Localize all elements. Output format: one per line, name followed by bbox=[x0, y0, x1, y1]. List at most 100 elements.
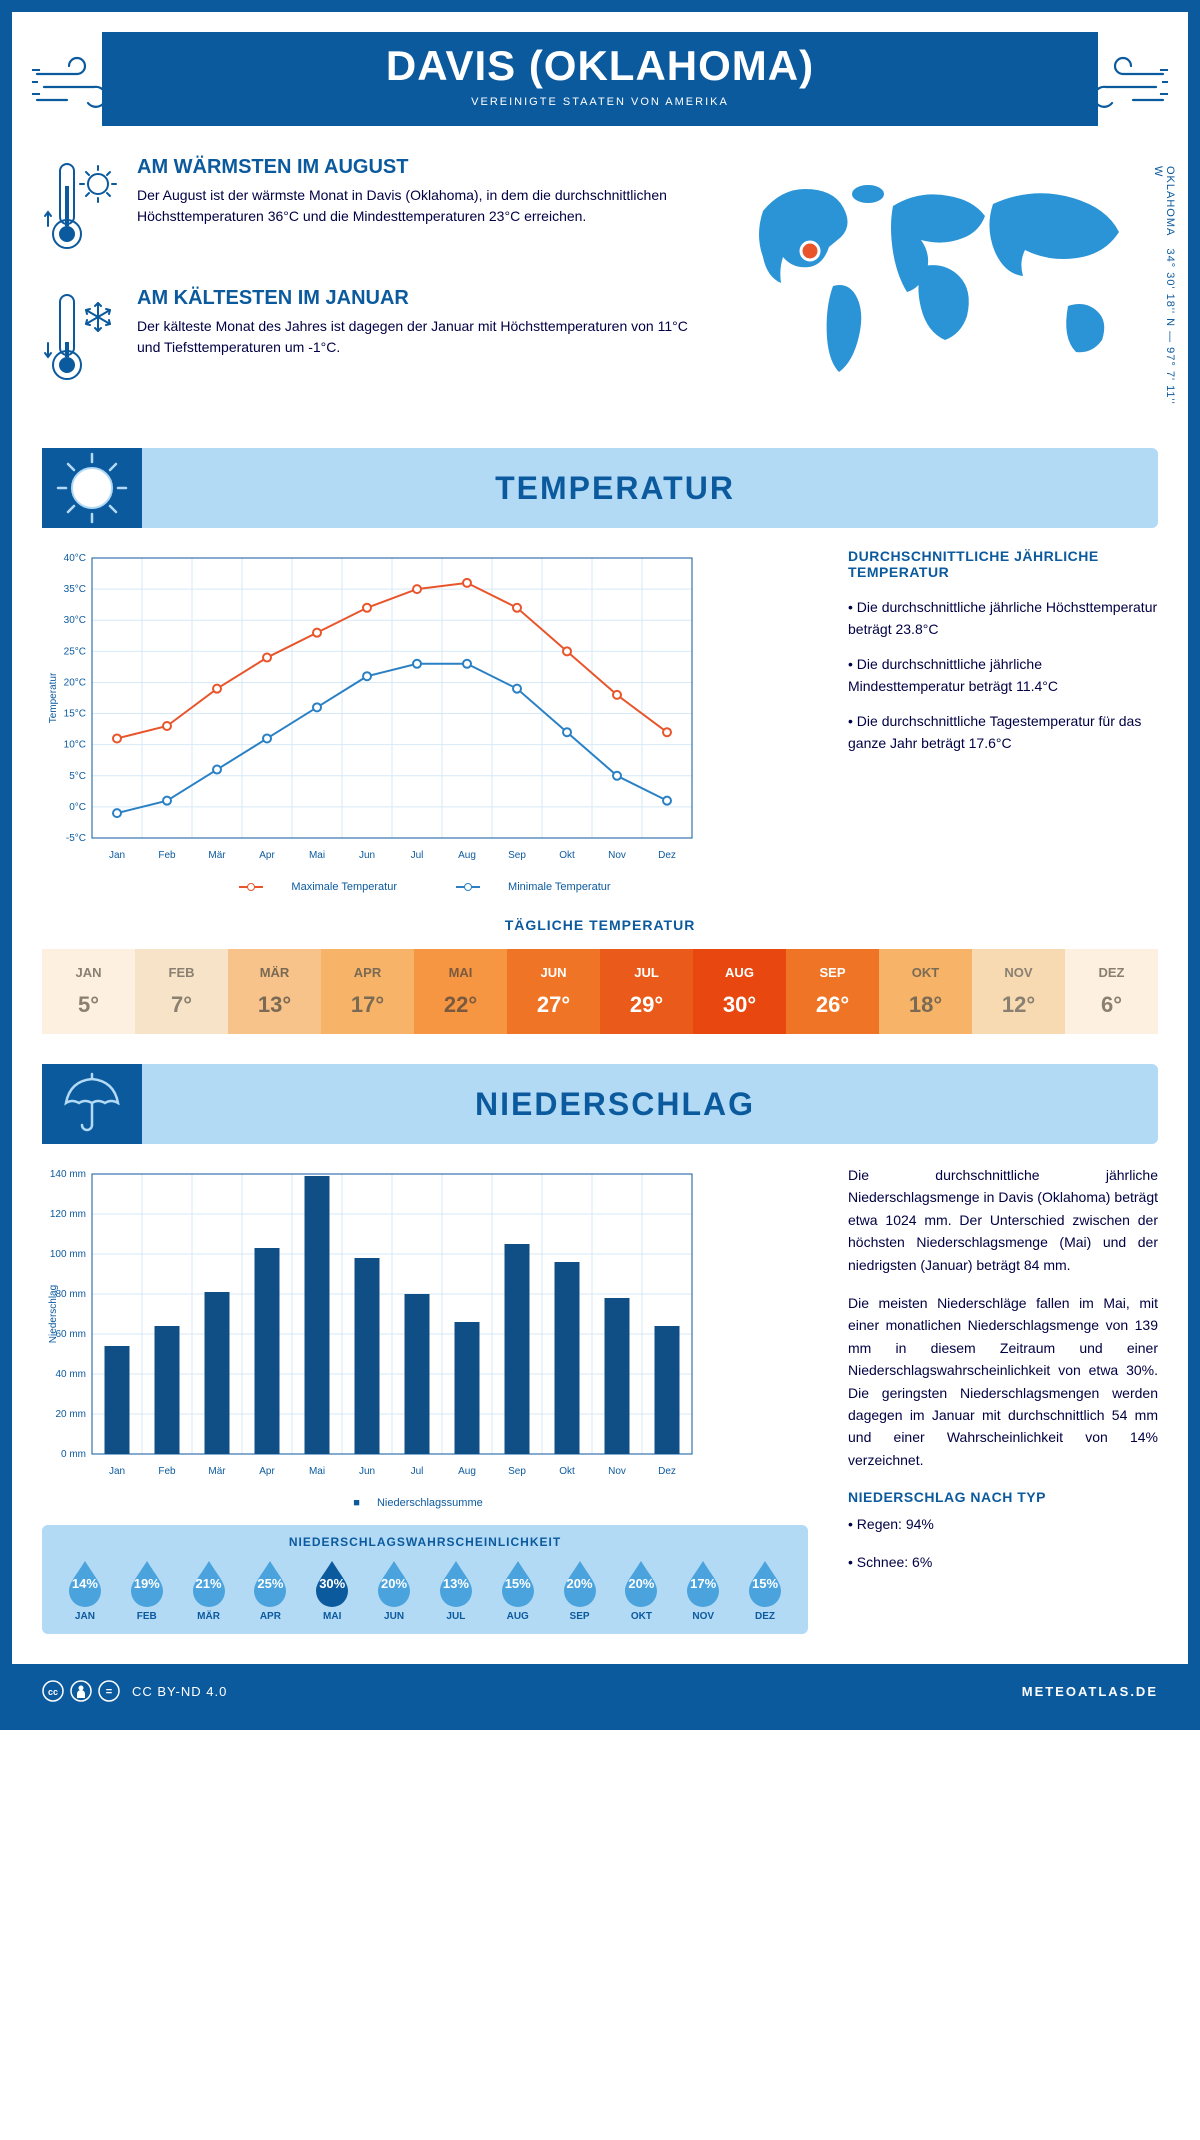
prob-heading: NIEDERSCHLAGSWAHRSCHEINLICHKEIT bbox=[54, 1535, 796, 1549]
precipitation-banner: NIEDERSCHLAG bbox=[42, 1064, 1158, 1144]
daily-temperature: TÄGLICHE TEMPERATUR JAN5°FEB7°MÄR13°APR1… bbox=[42, 917, 1158, 1034]
wind-icon bbox=[1078, 52, 1168, 127]
brand: METEOATLAS.DE bbox=[1022, 1684, 1158, 1699]
temperature-chart: -5°C0°C5°C10°C15°C20°C25°C30°C35°C40°CJa… bbox=[42, 548, 808, 893]
svg-text:Jun: Jun bbox=[359, 850, 375, 861]
svg-text:Feb: Feb bbox=[158, 1466, 176, 1477]
month-cell: MÄR13° bbox=[228, 949, 321, 1034]
precipitation-probability: NIEDERSCHLAGSWAHRSCHEINLICHKEIT 14%JAN19… bbox=[42, 1525, 808, 1634]
precipitation-legend: ■ Niederschlagssumme bbox=[42, 1497, 808, 1509]
precip-p2: Die meisten Niederschläge fallen im Mai,… bbox=[848, 1292, 1158, 1471]
svg-text:Nov: Nov bbox=[608, 1466, 626, 1477]
month-cell: MAI22° bbox=[414, 949, 507, 1034]
temp-info-heading: DURCHSCHNITTLICHE JÄHRLICHE TEMPERATUR bbox=[848, 548, 1158, 580]
svg-text:100 mm: 100 mm bbox=[50, 1249, 86, 1260]
wind-icon bbox=[32, 52, 122, 127]
hottest-text: Der August ist der wärmste Monat in Davi… bbox=[137, 185, 708, 227]
precipitation-text: Die durchschnittliche jährliche Niedersc… bbox=[848, 1164, 1158, 1634]
temperature-heading: TEMPERATUR bbox=[172, 470, 1058, 507]
temperature-info: DURCHSCHNITTLICHE JÄHRLICHE TEMPERATUR •… bbox=[848, 548, 1158, 893]
license-text: CC BY-ND 4.0 bbox=[132, 1684, 227, 1699]
svg-text:0 mm: 0 mm bbox=[61, 1449, 86, 1460]
svg-text:Jun: Jun bbox=[359, 1466, 375, 1477]
svg-text:-5°C: -5°C bbox=[66, 833, 86, 844]
svg-text:Dez: Dez bbox=[658, 850, 676, 861]
page-subtitle: VEREINIGTE STAATEN VON AMERIKA bbox=[102, 96, 1098, 108]
header: DAVIS (OKLAHOMA) VEREINIGTE STAATEN VON … bbox=[42, 32, 1158, 126]
world-map: OKLAHOMA 34° 30' 18'' N — 97° 7' 11'' W bbox=[738, 156, 1158, 418]
temperature-legend: Maximale Temperatur Minimale Temperatur bbox=[42, 881, 808, 893]
svg-text:0°C: 0°C bbox=[69, 802, 86, 813]
cc-icons: cc = bbox=[42, 1680, 120, 1702]
svg-text:Mär: Mär bbox=[208, 850, 226, 861]
svg-text:Temperatur: Temperatur bbox=[48, 672, 59, 723]
coordinates: OKLAHOMA 34° 30' 18'' N — 97° 7' 11'' W bbox=[1152, 166, 1176, 418]
svg-text:15°C: 15°C bbox=[64, 709, 86, 720]
svg-text:Okt: Okt bbox=[559, 1466, 575, 1477]
svg-text:Okt: Okt bbox=[559, 850, 575, 861]
umbrella-icon bbox=[42, 1064, 142, 1144]
svg-text:20 mm: 20 mm bbox=[55, 1409, 86, 1420]
svg-text:Sep: Sep bbox=[508, 1466, 526, 1477]
probability-drop: 21%MÄR bbox=[178, 1559, 240, 1622]
thermometer-hot-icon bbox=[42, 156, 122, 261]
page-title: DAVIS (OKLAHOMA) bbox=[102, 42, 1098, 90]
temp-info-b2: • Die durchschnittliche jährliche Mindes… bbox=[848, 653, 1158, 698]
svg-text:10°C: 10°C bbox=[64, 740, 86, 751]
svg-text:40 mm: 40 mm bbox=[55, 1369, 86, 1380]
coldest-fact: AM KÄLTESTEN IM JANUAR Der kälteste Mona… bbox=[42, 287, 708, 392]
svg-text:120 mm: 120 mm bbox=[50, 1209, 86, 1220]
precip-rain: • Regen: 94% bbox=[848, 1513, 1158, 1535]
probability-drop: 19%FEB bbox=[116, 1559, 178, 1622]
svg-text:Apr: Apr bbox=[259, 1466, 275, 1477]
svg-text:60 mm: 60 mm bbox=[55, 1329, 86, 1340]
month-cell: SEP26° bbox=[786, 949, 879, 1034]
daily-temp-heading: TÄGLICHE TEMPERATUR bbox=[42, 917, 1158, 933]
svg-text:20°C: 20°C bbox=[64, 677, 86, 688]
precip-type-heading: NIEDERSCHLAG NACH TYP bbox=[848, 1489, 1158, 1505]
month-cell: JAN5° bbox=[42, 949, 135, 1034]
svg-text:=: = bbox=[106, 1686, 112, 1698]
month-cell: NOV12° bbox=[972, 949, 1065, 1034]
probability-drop: 15%DEZ bbox=[734, 1559, 796, 1622]
precip-snow: • Schnee: 6% bbox=[848, 1551, 1158, 1573]
svg-text:Jul: Jul bbox=[411, 850, 424, 861]
probability-drop: 25%APR bbox=[239, 1559, 301, 1622]
svg-text:Jan: Jan bbox=[109, 1466, 125, 1477]
coldest-text: Der kälteste Monat des Jahres ist dagege… bbox=[137, 316, 708, 358]
month-cell: APR17° bbox=[321, 949, 414, 1034]
svg-text:Niederschlag: Niederschlag bbox=[48, 1285, 59, 1343]
svg-text:Sep: Sep bbox=[508, 850, 526, 861]
svg-text:5°C: 5°C bbox=[69, 771, 86, 782]
svg-text:Jul: Jul bbox=[411, 1466, 424, 1477]
probability-drop: 17%NOV bbox=[672, 1559, 734, 1622]
probability-drop: 15%AUG bbox=[487, 1559, 549, 1622]
svg-text:Dez: Dez bbox=[658, 1466, 676, 1477]
temp-info-b1: • Die durchschnittliche jährliche Höchst… bbox=[848, 596, 1158, 641]
precipitation-chart: 0 mm20 mm40 mm60 mm80 mm100 mm120 mm140 … bbox=[42, 1164, 808, 1509]
temperature-banner: TEMPERATUR bbox=[42, 448, 1158, 528]
sun-icon bbox=[42, 448, 142, 528]
svg-text:40°C: 40°C bbox=[64, 553, 86, 564]
precipitation-heading: NIEDERSCHLAG bbox=[172, 1086, 1058, 1123]
svg-text:Mai: Mai bbox=[309, 1466, 325, 1477]
month-cell: FEB7° bbox=[135, 949, 228, 1034]
footer: cc = CC BY-ND 4.0 METEOATLAS.DE bbox=[12, 1664, 1188, 1718]
month-cell: JUL29° bbox=[600, 949, 693, 1034]
svg-text:Mai: Mai bbox=[309, 850, 325, 861]
probability-drop: 20%OKT bbox=[610, 1559, 672, 1622]
svg-text:25°C: 25°C bbox=[64, 646, 86, 657]
hottest-title: AM WÄRMSTEN IM AUGUST bbox=[137, 156, 708, 179]
svg-text:Jan: Jan bbox=[109, 850, 125, 861]
probability-drop: 30%MAI bbox=[301, 1559, 363, 1622]
thermometer-cold-icon bbox=[42, 287, 122, 392]
precip-p1: Die durchschnittliche jährliche Niedersc… bbox=[848, 1164, 1158, 1276]
month-cell: AUG30° bbox=[693, 949, 786, 1034]
temp-info-b3: • Die durchschnittliche Tagestemperatur … bbox=[848, 710, 1158, 755]
title-banner: DAVIS (OKLAHOMA) VEREINIGTE STAATEN VON … bbox=[102, 32, 1098, 126]
probability-drop: 14%JAN bbox=[54, 1559, 116, 1622]
svg-text:140 mm: 140 mm bbox=[50, 1169, 86, 1180]
svg-text:35°C: 35°C bbox=[64, 584, 86, 595]
probability-drop: 13%JUL bbox=[425, 1559, 487, 1622]
svg-text:Aug: Aug bbox=[458, 1466, 476, 1477]
